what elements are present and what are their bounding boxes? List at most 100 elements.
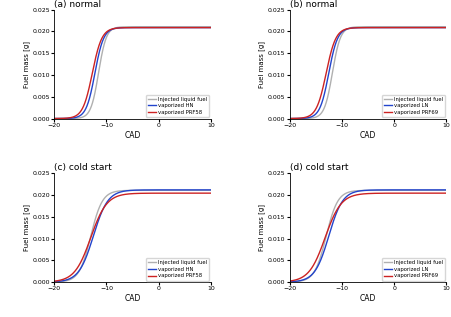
Y-axis label: Fuel mass [g]: Fuel mass [g] [23,41,30,87]
vaporized PRF58 [159,26,165,29]
Legend: Injected liquid fuel, vaporized LN, vaporized PRF69: Injected liquid fuel, vaporized LN, vapo… [382,258,445,281]
vaporized PRF58 [120,193,126,197]
Injected liquid fuel [350,25,356,29]
vaporized HN [115,26,120,30]
vaporized PRF58 [68,116,73,120]
Injected liquid fuel [177,188,182,192]
vaporized LN [303,277,308,281]
Legend: Injected liquid fuel, vaporized HN, vaporized PRF58: Injected liquid fuel, vaporized HN, vapo… [146,94,209,117]
Legend: Injected liquid fuel, vaporized LN, vaporized PRF69: Injected liquid fuel, vaporized LN, vapo… [382,94,445,117]
vaporized PRF69 [303,273,308,277]
vaporized HN [177,26,182,29]
vaporized PRF69 [287,279,292,283]
vaporized PRF69 [395,191,400,195]
vaporized HN [51,117,57,120]
vaporized PRF69 [409,26,414,29]
Injected liquid fuel [444,25,449,29]
Injected liquid fuel [303,117,308,120]
vaporized HN [177,188,182,192]
vaporized HN [159,188,165,192]
Line: vaporized LN: vaporized LN [290,190,446,282]
vaporized PRF69 [287,117,292,120]
vaporized PRF58 [51,279,57,283]
Line: Injected liquid fuel: Injected liquid fuel [54,190,211,282]
vaporized PRF69 [409,191,414,195]
Line: vaporized PRF69: vaporized PRF69 [290,28,446,119]
vaporized LN [350,26,356,30]
vaporized PRF58 [115,26,120,30]
Injected liquid fuel [303,278,308,281]
Injected liquid fuel [412,188,418,192]
Text: (d) cold start: (d) cold start [290,163,348,172]
Injected liquid fuel [159,188,165,192]
Injected liquid fuel [208,188,214,192]
vaporized LN [356,189,361,193]
Y-axis label: Fuel mass [g]: Fuel mass [g] [258,204,265,251]
vaporized PRF58 [174,26,179,29]
vaporized HN [51,280,57,284]
vaporized LN [409,26,414,29]
vaporized LN [412,26,418,29]
Injected liquid fuel [409,25,414,29]
vaporized HN [120,26,126,30]
vaporized LN [350,191,356,195]
vaporized PRF69 [412,191,418,195]
vaporized HN [159,26,165,29]
Injected liquid fuel [177,25,182,29]
Injected liquid fuel [444,188,449,192]
vaporized LN [303,116,308,120]
Injected liquid fuel [159,25,165,29]
vaporized PRF58 [159,191,165,195]
vaporized LN [412,188,418,192]
vaporized HN [174,188,179,192]
vaporized PRF58 [68,274,73,278]
vaporized PRF69 [303,115,308,119]
X-axis label: CAD: CAD [124,131,141,139]
Injected liquid fuel [395,25,400,29]
Y-axis label: Fuel mass [g]: Fuel mass [g] [258,41,265,87]
vaporized LN [287,117,292,120]
Injected liquid fuel [356,189,361,192]
vaporized PRF58 [177,191,182,195]
Injected liquid fuel [68,117,73,120]
vaporized HN [115,191,120,195]
vaporized PRF58 [208,26,214,29]
Injected liquid fuel [174,25,179,29]
Text: (b) normal: (b) normal [290,0,337,9]
vaporized LN [356,26,361,29]
vaporized PRF58 [120,26,126,30]
Line: vaporized PRF58: vaporized PRF58 [54,28,211,119]
Legend: Injected liquid fuel, vaporized HN, vaporized PRF58: Injected liquid fuel, vaporized HN, vapo… [146,258,209,281]
vaporized LN [395,26,400,29]
Text: (c) cold start: (c) cold start [54,163,112,172]
Text: (a) normal: (a) normal [54,0,101,9]
Injected liquid fuel [68,278,73,281]
X-axis label: CAD: CAD [124,294,141,303]
vaporized HN [174,26,179,29]
Line: Injected liquid fuel: Injected liquid fuel [290,27,446,119]
Line: Injected liquid fuel: Injected liquid fuel [54,27,211,119]
vaporized LN [444,188,449,192]
Injected liquid fuel [287,280,292,284]
vaporized PRF58 [115,194,120,198]
Injected liquid fuel [208,25,214,29]
X-axis label: CAD: CAD [360,294,376,303]
vaporized PRF69 [444,191,449,195]
vaporized PRF69 [356,26,361,29]
Injected liquid fuel [395,188,400,192]
vaporized PRF58 [208,191,214,195]
vaporized HN [208,26,214,29]
Line: vaporized HN: vaporized HN [54,190,211,282]
vaporized PRF69 [395,26,400,29]
Line: vaporized LN: vaporized LN [290,28,446,119]
Line: vaporized PRF58: vaporized PRF58 [54,193,211,281]
vaporized PRF58 [177,26,182,29]
X-axis label: CAD: CAD [360,131,376,139]
vaporized HN [68,116,73,120]
vaporized PRF58 [174,191,179,195]
vaporized PRF69 [412,26,418,29]
Y-axis label: Fuel mass [g]: Fuel mass [g] [23,204,30,251]
vaporized HN [208,188,214,192]
Injected liquid fuel [120,25,126,29]
Injected liquid fuel [356,25,361,29]
